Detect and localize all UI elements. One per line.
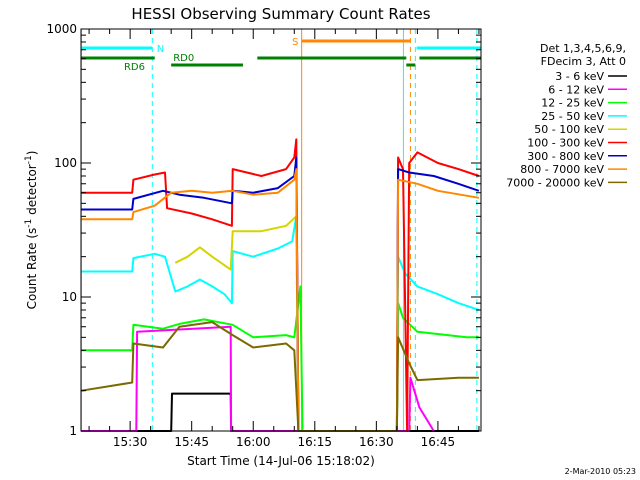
chart-title: HESSI Observing Summary Count Rates [131,5,430,23]
series-line-6 [81,138,480,432]
legend-entry-label: 6 - 12 keV [548,83,604,96]
y-axis-label: Count Rate (s-1 detector-1) [24,151,39,310]
state-bar-label-s: S [292,37,298,48]
legend-entry-label: 3 - 6 keV [555,70,604,83]
series-line-5 [174,215,300,432]
y-axis-label-part: detector [25,164,39,219]
y-tick-label: 100 [54,156,77,170]
legend-header: Det 1,3,4,5,6,9, [540,42,626,55]
legend-entry-label: 800 - 7000 keV [520,163,604,176]
x-axis-label: Start Time (14-Jul-06 15:18:02) [187,454,375,468]
state-bar-label-rd0: RD0 [173,53,194,64]
state-bar-label-n: N [157,44,164,55]
y-axis-label-part: -1 [24,219,34,228]
series-line-4 [81,215,480,432]
legend-entry-label: 300 - 800 keV [527,150,604,163]
y-tick-label: 1000 [46,22,77,36]
legend-entry-label: 12 - 25 keV [541,97,604,110]
series-line-7 [81,156,480,432]
x-tick-label: 16:00 [236,435,271,449]
series-line-8 [81,168,480,432]
timestamp: 2-Mar-2010 05:23 [565,467,636,476]
x-tick-label: 15:45 [174,435,209,449]
series-line-3 [81,285,479,432]
y-axis-label-part: Count Rate (s [25,228,39,310]
series-line-9 [81,321,479,432]
x-tick-label: 16:45 [421,435,456,449]
series-line-1 [81,392,479,432]
x-tick-label: 16:15 [297,435,332,449]
plot-frame [80,28,482,432]
legend-entry-label: 25 - 50 keV [541,110,604,123]
y-tick-label: 1 [69,424,77,438]
y-axis-label-part: ) [25,151,39,156]
y-tick-label: 10 [62,290,77,304]
x-tick-label: 16:30 [359,435,394,449]
state-bar-label-rd6: RD6 [124,62,145,73]
series-line-2 [81,325,435,432]
legend-entry-label: 100 - 300 keV [527,137,604,150]
legend-entry-label: 7000 - 20000 keV [506,176,604,189]
y-axis-label-part: -1 [24,155,34,164]
legend-entry-label: 50 - 100 keV [534,123,604,136]
legend-header: FDecim 3, Att 0 [541,55,626,68]
x-tick-label: 15:30 [113,435,148,449]
